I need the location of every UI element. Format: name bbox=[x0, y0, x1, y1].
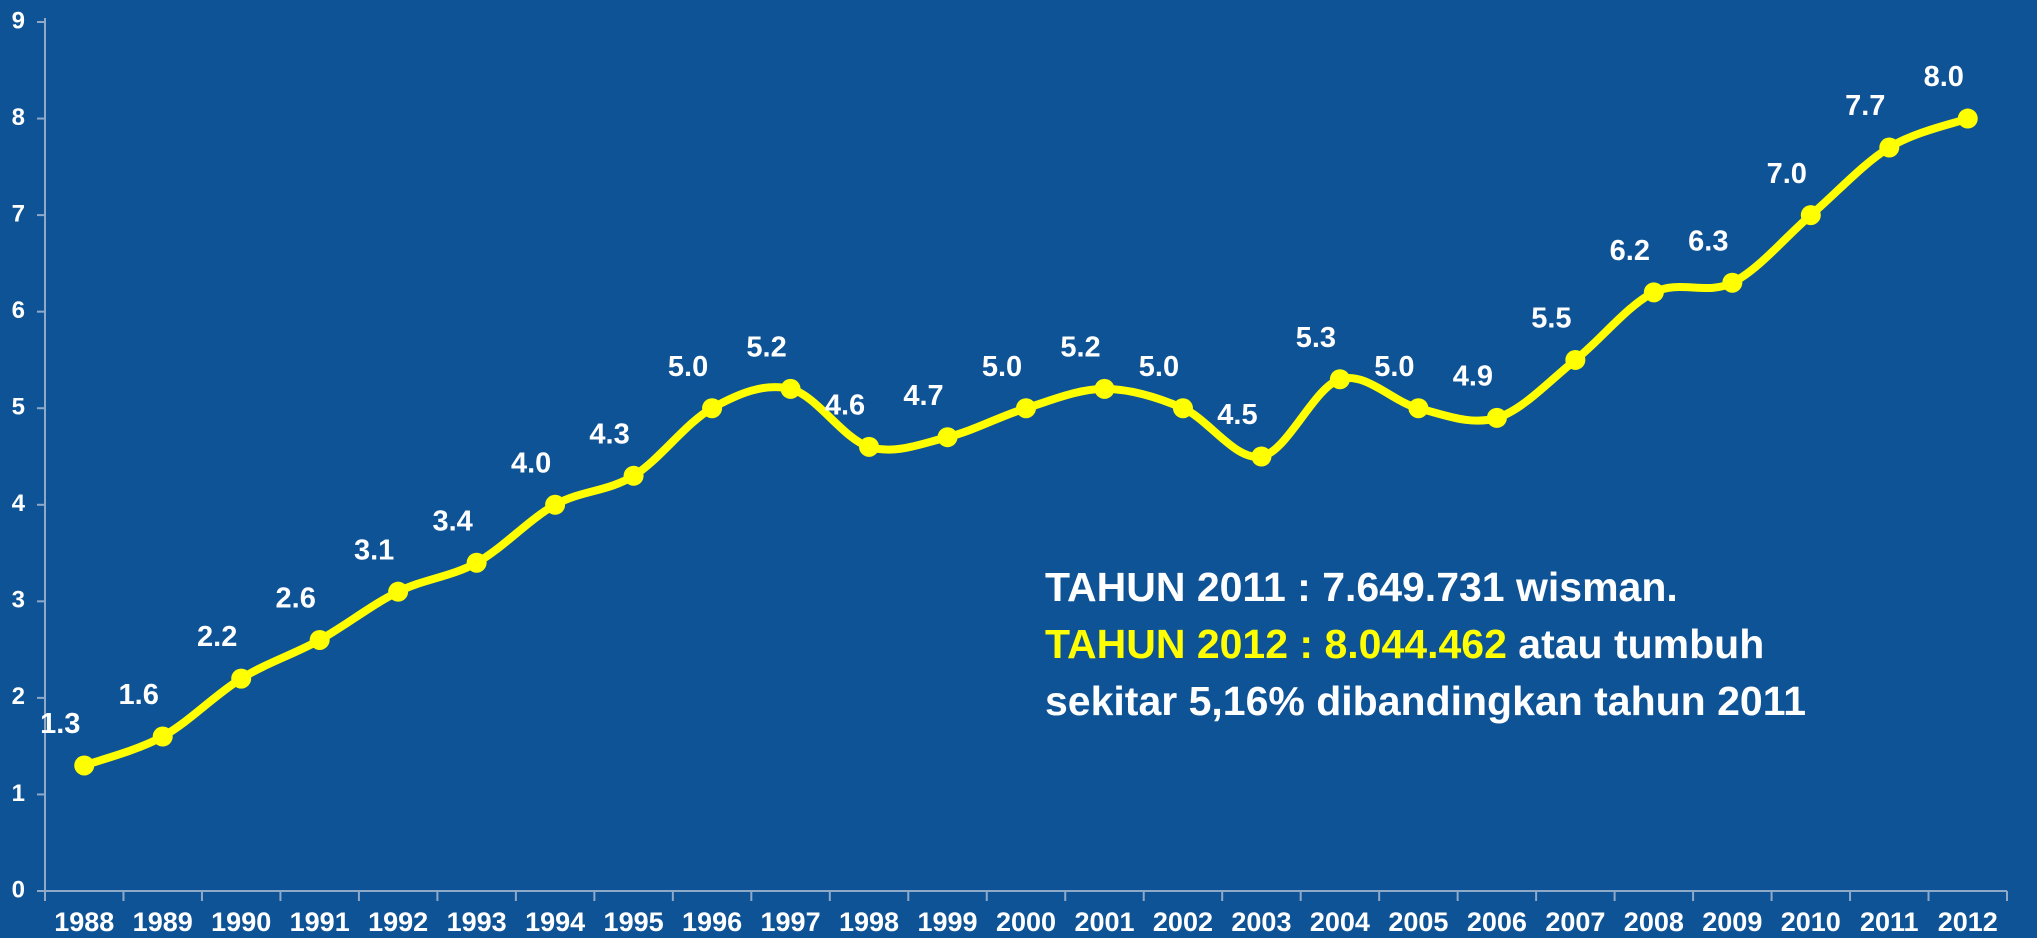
x-tick-label: 1988 bbox=[54, 907, 114, 937]
point bbox=[1565, 349, 1586, 370]
data-label: 4.7 bbox=[903, 380, 943, 412]
data-label: 3.4 bbox=[432, 505, 472, 537]
point bbox=[1016, 398, 1036, 419]
y-tick-label: 5 bbox=[12, 394, 25, 421]
point bbox=[388, 581, 409, 602]
x-tick-label: 1995 bbox=[604, 907, 664, 937]
point bbox=[1094, 378, 1115, 399]
point bbox=[1251, 446, 1272, 467]
data-label: 4.5 bbox=[1217, 399, 1257, 431]
x-tick-label: 1989 bbox=[133, 907, 193, 937]
y-tick-label: 1 bbox=[12, 780, 25, 807]
point bbox=[1879, 137, 1900, 158]
point bbox=[1329, 369, 1350, 390]
point bbox=[1722, 272, 1743, 293]
y-tick-label: 9 bbox=[12, 7, 25, 34]
x-tick-label: 1991 bbox=[290, 907, 350, 937]
data-label: 5.3 bbox=[1296, 322, 1336, 354]
point bbox=[937, 427, 958, 448]
x-tick-label: 2007 bbox=[1545, 907, 1605, 937]
x-tick-label: 1996 bbox=[682, 907, 742, 937]
x-tick-label: 2000 bbox=[996, 907, 1056, 937]
data-label: 3.1 bbox=[354, 534, 394, 566]
x-tick-label: 2006 bbox=[1467, 907, 1527, 937]
x-tick-label: 2005 bbox=[1388, 907, 1448, 937]
data-label: 4.6 bbox=[825, 390, 865, 422]
x-tick-label: 1993 bbox=[447, 907, 507, 937]
y-tick-label: 6 bbox=[12, 297, 25, 324]
y-tick-label: 2 bbox=[12, 683, 25, 710]
y-tick-label: 4 bbox=[12, 490, 26, 517]
data-label: 4.0 bbox=[511, 447, 551, 479]
data-label: 1.3 bbox=[40, 708, 80, 740]
data-label: 5.0 bbox=[1374, 351, 1414, 383]
x-tick-label: 1992 bbox=[368, 907, 428, 937]
x-tick-label: 1999 bbox=[917, 907, 977, 937]
point bbox=[780, 378, 801, 399]
x-tick-label: 2011 bbox=[1860, 907, 1919, 937]
x-tick-label: 2009 bbox=[1702, 907, 1762, 937]
data-label: 1.6 bbox=[119, 679, 159, 711]
annotation-text: TAHUN 2011 : 7.649.731 wisman. bbox=[1045, 564, 1678, 610]
y-tick-label: 3 bbox=[12, 587, 25, 614]
x-tick-label: 2001 bbox=[1074, 907, 1134, 937]
x-tick-label: 2002 bbox=[1153, 907, 1213, 937]
annotation-text: atau tumbuh bbox=[1507, 621, 1764, 667]
x-tick-label: 2008 bbox=[1624, 907, 1684, 937]
x-tick-label: 2004 bbox=[1310, 907, 1370, 937]
x-tick-label: 1990 bbox=[211, 907, 271, 937]
point bbox=[1486, 407, 1507, 428]
data-label: 7.0 bbox=[1767, 158, 1807, 190]
y-tick-label: 8 bbox=[12, 104, 25, 131]
data-label: 5.0 bbox=[668, 351, 708, 383]
data-label: 4.3 bbox=[589, 418, 629, 450]
data-label: 7.7 bbox=[1845, 90, 1885, 122]
point bbox=[1957, 108, 1978, 129]
point bbox=[231, 668, 252, 689]
point bbox=[859, 436, 880, 457]
data-label: 6.2 bbox=[1610, 235, 1650, 267]
x-tick-label: 2012 bbox=[1938, 907, 1998, 937]
data-label: 2.2 bbox=[197, 621, 237, 653]
data-label: 2.6 bbox=[276, 583, 316, 615]
data-label: 8.0 bbox=[1924, 61, 1964, 93]
point bbox=[74, 755, 95, 776]
point bbox=[702, 398, 723, 419]
x-tick-label: 1994 bbox=[525, 907, 585, 937]
x-tick-label: 1998 bbox=[839, 907, 899, 937]
x-tick-label: 2003 bbox=[1231, 907, 1291, 937]
data-label: 5.5 bbox=[1531, 303, 1571, 335]
point bbox=[309, 629, 330, 650]
x-tick-label: 1997 bbox=[761, 907, 821, 937]
y-tick-label: 7 bbox=[12, 200, 25, 227]
y-tick-label: 0 bbox=[12, 876, 25, 903]
point bbox=[1643, 282, 1664, 303]
data-label: 5.0 bbox=[1139, 351, 1179, 383]
data-label: 4.9 bbox=[1453, 361, 1493, 393]
point bbox=[466, 552, 487, 573]
annotation-text: sekitar 5,16% dibandingkan tahun 2011 bbox=[1045, 678, 1806, 724]
data-label: 5.2 bbox=[1060, 332, 1100, 364]
x-tick-label: 2010 bbox=[1781, 907, 1841, 937]
annotation: TAHUN 2011 : 7.649.731 wisman. TAHUN 2012… bbox=[1045, 564, 1806, 724]
point bbox=[545, 494, 566, 515]
annotation-text: TAHUN 2012 : 8.044.462 bbox=[1045, 621, 1507, 667]
point bbox=[1800, 205, 1821, 226]
point bbox=[623, 465, 644, 486]
point bbox=[1172, 398, 1193, 419]
data-label: 5.2 bbox=[746, 332, 786, 364]
data-label: 5.0 bbox=[982, 351, 1022, 383]
data-label: 6.3 bbox=[1688, 225, 1728, 257]
point bbox=[152, 726, 173, 747]
point bbox=[1408, 398, 1429, 419]
